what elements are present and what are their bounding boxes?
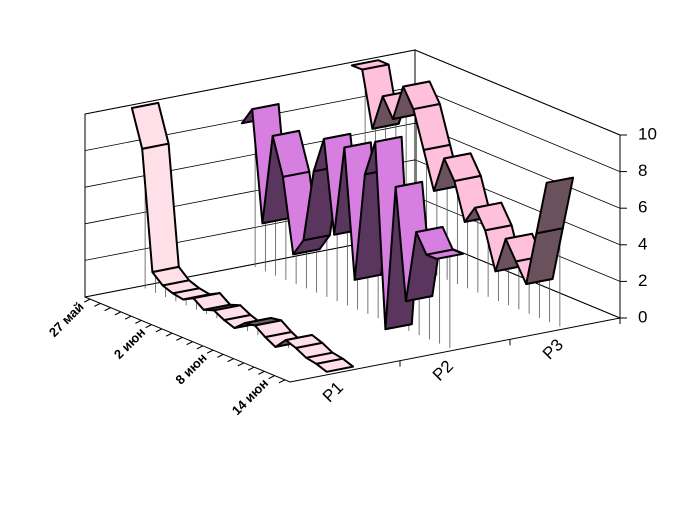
series-label: P2 — [429, 357, 457, 385]
ribbon-segment — [141, 142, 180, 274]
x-tick — [227, 358, 234, 363]
x-tick-label: 27 май — [46, 299, 87, 340]
y-tick-label: 8 — [638, 161, 647, 180]
x-tick — [217, 353, 224, 358]
x-tick — [94, 302, 101, 307]
ribbon-segment — [130, 101, 170, 150]
x-tick — [104, 307, 111, 312]
ribbon-segment — [535, 176, 575, 235]
grid-line — [84, 49, 621, 136]
x-tick — [186, 341, 193, 346]
grid-line — [84, 122, 621, 209]
x-tick — [165, 332, 173, 337]
series-label: P3 — [539, 335, 567, 363]
series-label: P1 — [319, 378, 347, 406]
x-tick — [155, 328, 163, 333]
x-tick — [196, 345, 204, 350]
y-tick-label: 2 — [638, 271, 647, 290]
y-tick-label: 0 — [638, 307, 647, 326]
x-tick — [114, 311, 122, 316]
x-tick — [206, 349, 214, 354]
x-tick — [124, 315, 132, 320]
x-tick-label: 14 июн — [229, 376, 271, 418]
x-tick — [176, 336, 183, 341]
ribbon-segment — [315, 357, 355, 373]
x-tick — [83, 298, 91, 303]
ribbon-segment — [412, 103, 452, 151]
x-tick — [258, 370, 265, 375]
x-tick — [278, 379, 286, 384]
x-tick — [268, 375, 275, 380]
y-tick-label: 6 — [638, 198, 647, 217]
y-tick-label: 4 — [638, 234, 647, 253]
x-tick-label: 2 июн — [111, 325, 148, 362]
x-tick — [145, 324, 152, 329]
x-tick — [237, 362, 245, 367]
ribbon-segment — [425, 248, 465, 260]
y-tick-label: 10 — [638, 124, 657, 143]
x-tick — [135, 319, 142, 324]
x-tick — [247, 366, 255, 371]
x-tick-label: 8 июн — [172, 350, 209, 387]
